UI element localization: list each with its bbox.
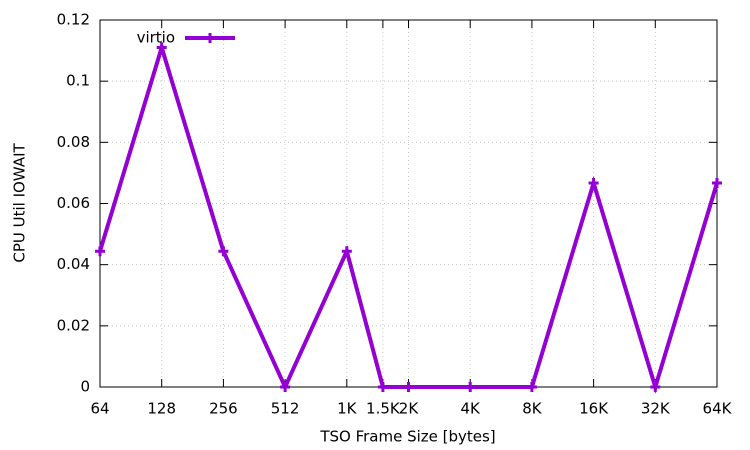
marker (341, 246, 352, 257)
x-tick-label: 64 (90, 400, 109, 418)
marker (377, 382, 388, 392)
y-tick-label: 0.06 (57, 194, 90, 212)
x-tick-label: 1.5K (366, 400, 401, 418)
y-tick-label: 0 (80, 378, 90, 396)
y-tick-label: 0.02 (57, 316, 90, 334)
marker (650, 382, 661, 392)
x-tick-label: 8K (522, 400, 543, 418)
y-tick-label: 0.04 (57, 255, 90, 273)
x-tick-label: 2K (399, 400, 420, 418)
marker (156, 42, 167, 53)
x-tick-label: 128 (147, 400, 176, 418)
marker (205, 33, 215, 43)
x-tick-label: 64K (703, 400, 733, 418)
y-tick-label: 0.12 (57, 11, 90, 29)
y-tick-label: 0.08 (57, 133, 90, 151)
marker (403, 382, 414, 392)
marker (280, 382, 291, 392)
x-tick-label: 32K (641, 400, 671, 418)
x-tick-label: 4K (461, 400, 482, 418)
marker (712, 178, 722, 189)
marker (218, 246, 229, 257)
marker (465, 382, 476, 392)
x-tick-label: 512 (271, 400, 300, 418)
marker (526, 382, 537, 392)
marker (95, 246, 105, 257)
y-axis-label: CPU Util IOWAIT (11, 143, 29, 263)
marker (588, 178, 599, 189)
x-tick-label: 256 (209, 400, 238, 418)
x-axis-label: TSO Frame Size [bytes] (319, 428, 495, 446)
x-tick-label: 16K (579, 400, 609, 418)
series-line (98, 40, 719, 394)
y-tick-label: 0.1 (66, 72, 90, 90)
legend-label: virtio (137, 29, 175, 47)
x-tick-label: 1K (337, 400, 358, 418)
